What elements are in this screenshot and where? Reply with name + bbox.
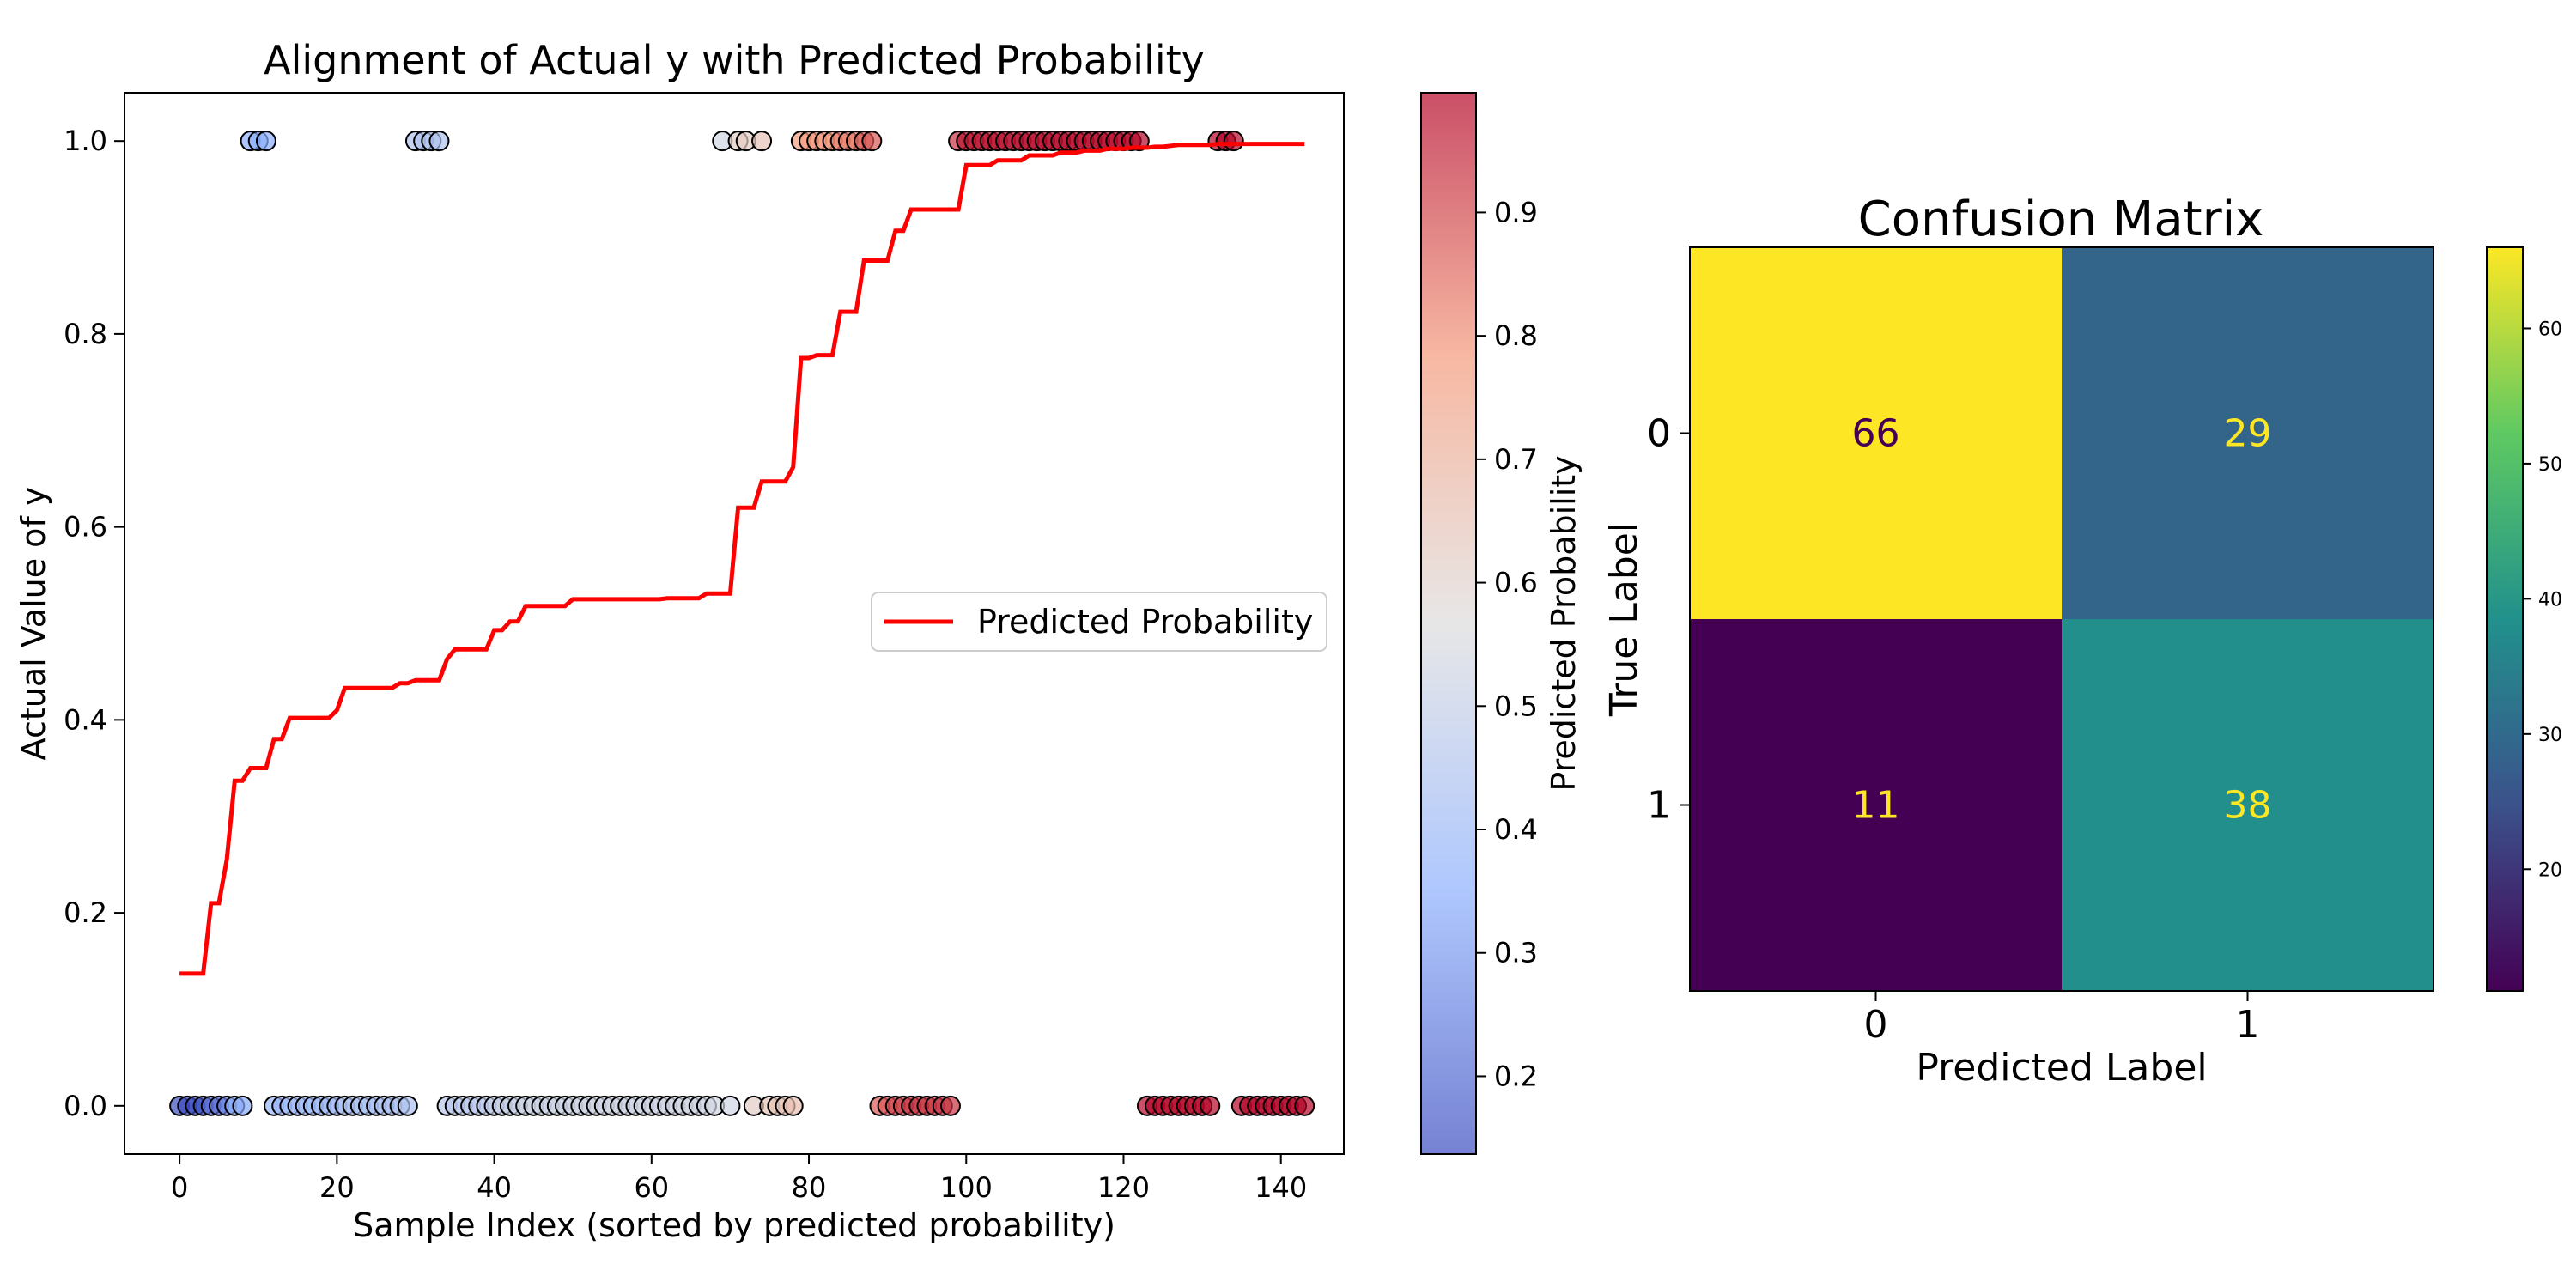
scatter-point [782, 1095, 804, 1116]
scatter-point [1200, 1095, 1221, 1116]
confusion-colorbar: 20 30 40 50 60 [2486, 246, 2562, 992]
scatter-plot-frame [124, 92, 1345, 1155]
x-tick-label: 0 [1864, 1003, 1888, 1047]
confusion-cell-value: 29 [2224, 412, 2272, 456]
y-tick-label: 0.0 [64, 1090, 107, 1122]
y-tick-label: 1 [1647, 784, 1671, 828]
confusion-cell [2062, 247, 2433, 619]
confusion-matrix-chart: Confusion Matrix 66 29 11 38 0 1 0 1 Predicted… [1602, 191, 2562, 1090]
confusion-colorbar-gradient [2487, 247, 2523, 991]
confusion-title: Confusion Matrix [1858, 191, 2264, 247]
probability-colorbar: 0.2 0.3 0.4 0.5 0.6 0.7 0.8 0.9 Predicted Proba… [1420, 92, 1583, 1155]
scatter-x-label: Sample Index (sorted by predicted probab… [353, 1206, 1115, 1244]
scatter-y-label: Actual Value of y [15, 487, 52, 761]
confusion-colorbar-frame [2486, 246, 2524, 992]
x-tick-label: 20 [319, 1171, 355, 1204]
scatter-point [720, 1095, 741, 1116]
scatter-point [1223, 131, 1244, 152]
confusion-cells: 66 29 11 38 [1690, 247, 2433, 991]
y-tick-label: 0 [1647, 412, 1671, 456]
colorbar-frame [1420, 92, 1477, 1155]
confusion-cell-value: 66 [1852, 412, 1900, 456]
scatter-chart: Alignment of Actual y with Predicted Pro… [15, 37, 1583, 1244]
confusion-frame [1689, 246, 2434, 992]
scatter-point [255, 131, 276, 152]
probability-line [179, 142, 1305, 976]
colorbar-label: Predicted Probability [1545, 455, 1583, 791]
y-tick-label: 0.4 [64, 703, 107, 736]
scatter-point [232, 1095, 253, 1116]
colorbar-tick-label: 0.9 [1494, 196, 1538, 228]
x-tick-label: 120 [1097, 1171, 1150, 1204]
scatter-title: Alignment of Actual y with Predicted Pro… [264, 37, 1205, 83]
confusion-cell-value: 38 [2224, 784, 2272, 828]
colorbar-tick-label: 50 [2538, 454, 2562, 476]
legend-label: Predicted Probability [977, 603, 1313, 641]
scatter-y-ticks: 0.0 0.2 0.4 0.6 0.8 1.0 [64, 125, 125, 1122]
confusion-x-label: Predicted Label [1916, 1046, 2207, 1090]
x-tick-label: 80 [792, 1171, 827, 1204]
x-tick-label: 100 [940, 1171, 993, 1204]
colorbar-tick-label: 0.4 [1494, 813, 1538, 846]
y-tick-label: 0.8 [64, 318, 107, 350]
confusion-colorbar-ticks: 20 30 40 50 60 [2523, 319, 2562, 881]
colorbar-tick-label: 0.3 [1494, 937, 1538, 969]
scatter-point [751, 131, 773, 152]
confusion-tick-labels: 0 1 0 1 [1647, 412, 2260, 1048]
confusion-cell [1690, 247, 2062, 619]
colorbar-tick-label: 0.5 [1494, 690, 1538, 722]
colorbar-tick-label: 40 [2538, 589, 2562, 611]
confusion-cell [2062, 619, 2433, 991]
scatter-point [939, 1095, 961, 1116]
y-tick-label: 0.6 [64, 511, 107, 544]
x-tick-label: 1 [2236, 1003, 2260, 1047]
confusion-cell-value: 11 [1852, 784, 1900, 828]
colorbar-tick-label: 30 [2538, 725, 2562, 746]
scatter-point [397, 1095, 418, 1116]
x-tick-label: 60 [634, 1171, 669, 1204]
colorbar-gradient [1421, 93, 1476, 1154]
legend: Predicted Probability [871, 592, 1327, 652]
colorbar-tick-label: 0.2 [1494, 1060, 1538, 1092]
scatter-point [428, 131, 450, 152]
scatter-point [1294, 1095, 1315, 1116]
colorbar-tick-label: 20 [2538, 860, 2562, 881]
colorbar-ticks: 0.2 0.3 0.4 0.5 0.6 0.7 0.8 0.9 [1476, 196, 1538, 1092]
scatter-point [861, 131, 883, 152]
legend-box [871, 592, 1327, 652]
colorbar-tick-label: 60 [2538, 319, 2562, 340]
y-tick-label: 1.0 [64, 125, 107, 157]
colorbar-tick-label: 0.8 [1494, 319, 1538, 352]
y-tick-label: 0.2 [64, 896, 107, 929]
colorbar-tick-label: 0.7 [1494, 443, 1538, 476]
x-tick-label: 0 [171, 1171, 188, 1204]
x-tick-label: 140 [1255, 1171, 1307, 1204]
scatter-points [169, 131, 1315, 1116]
confusion-y-label: True Label [1602, 522, 1646, 717]
confusion-cell [1690, 619, 2062, 991]
x-tick-label: 40 [477, 1171, 512, 1204]
colorbar-tick-label: 0.6 [1494, 567, 1538, 599]
scatter-x-ticks: 0 20 40 60 80 100 120 140 [171, 1154, 1307, 1204]
